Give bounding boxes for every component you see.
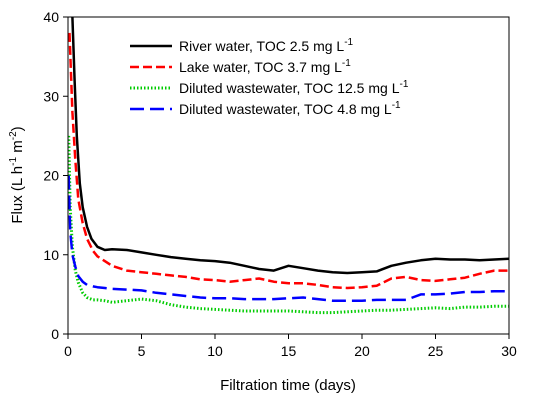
legend-label: Lake water, TOC 3.7 mg L-1 bbox=[179, 58, 351, 75]
x-tick-label: 10 bbox=[207, 343, 223, 359]
x-tick-label: 20 bbox=[354, 343, 370, 359]
legend-label: Diluted wastewater, TOC 4.8 mg L-1 bbox=[179, 100, 401, 117]
y-tick-label: 40 bbox=[43, 9, 59, 25]
legend-label: Diluted wastewater, TOC 12.5 mg L-1 bbox=[179, 79, 409, 96]
series-line-3 bbox=[68, 135, 509, 315]
x-tick-label: 30 bbox=[501, 343, 517, 359]
y-tick-label: 20 bbox=[43, 168, 59, 184]
series-line-1 bbox=[71, 17, 509, 275]
y-tick-label: 10 bbox=[43, 247, 59, 263]
x-tick-label: 15 bbox=[281, 343, 297, 359]
series-line-2 bbox=[68, 32, 509, 290]
x-tick-label: 25 bbox=[428, 343, 444, 359]
x-tick-label: 5 bbox=[138, 343, 146, 359]
y-tick-label: 0 bbox=[51, 326, 59, 342]
legend: River water, TOC 2.5 mg L-1 Lake water, T… bbox=[130, 37, 409, 117]
y-axis-label: Flux (L h-1 m-2) bbox=[8, 126, 26, 223]
y-tick-label: 30 bbox=[43, 88, 59, 104]
x-tick-label: 0 bbox=[64, 343, 72, 359]
series-line-4 bbox=[68, 175, 509, 302]
x-axis-label: Filtration time (days) bbox=[220, 377, 356, 394]
legend-label: River water, TOC 2.5 mg L-1 bbox=[179, 37, 354, 54]
